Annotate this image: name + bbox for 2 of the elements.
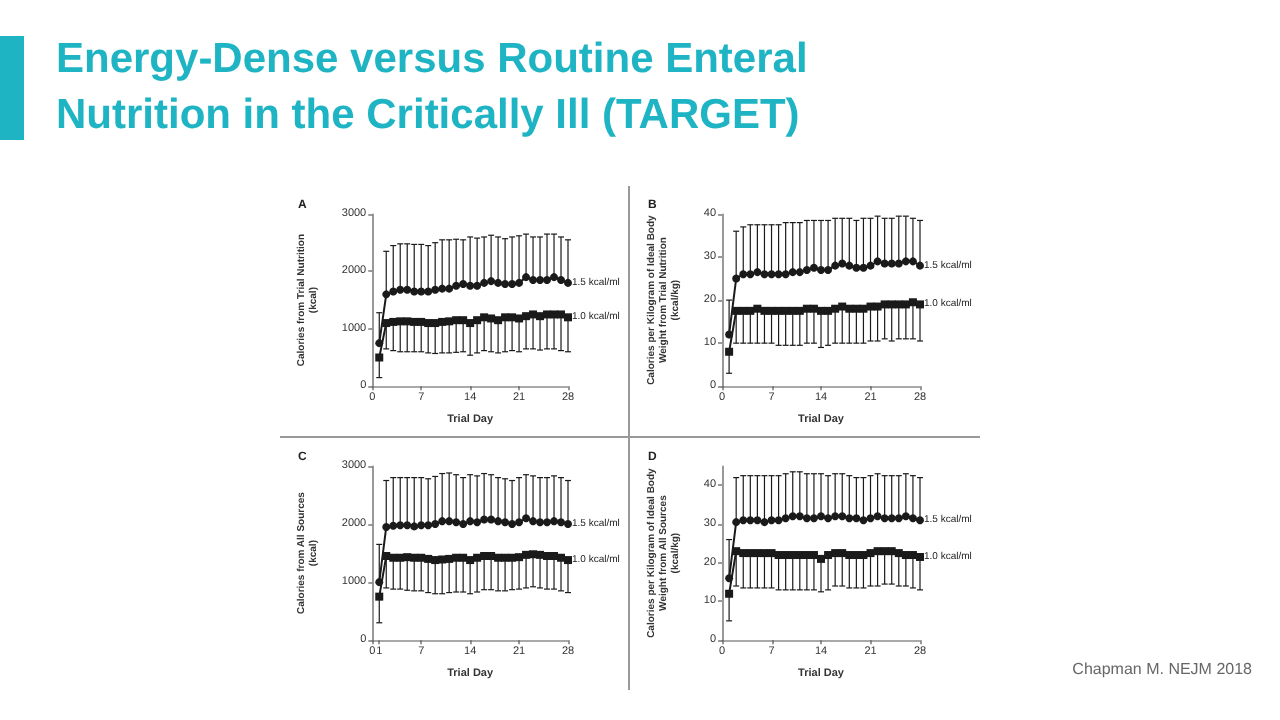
- text: Energy-Dense versus Routine Enteral Nutrition in the Critically Ill (TARGET): [56, 34, 810, 142]
- text: Chapman M. NEJM 2018: [1072, 660, 1252, 678]
